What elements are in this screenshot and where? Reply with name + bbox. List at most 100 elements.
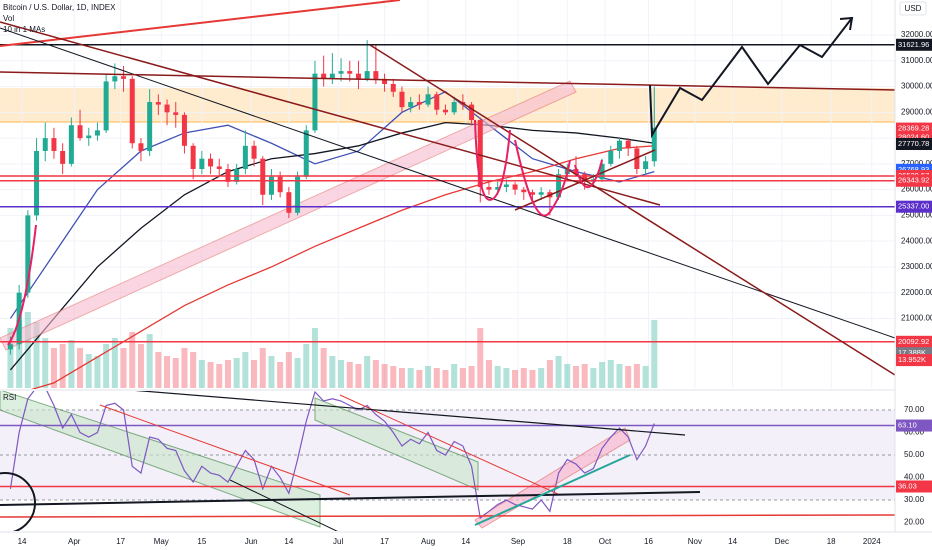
candle-body [129,78,135,144]
candle-body [7,344,13,350]
x-tick-label: 17 [116,537,125,546]
price-tag [896,38,932,51]
price-tag-label: 28024.60 [898,132,929,141]
volume-bar [59,344,66,388]
volume-bar [190,352,197,388]
candle-body [303,130,309,177]
currency-box[interactable] [899,1,927,16]
volume-bar [451,364,458,388]
x-tick-label: 14 [461,537,470,546]
volume-bar [529,370,536,388]
volume-bar [94,356,101,388]
rsi-tick-label: 40.00 [904,473,925,482]
moving-average [30,145,655,389]
ma-legend: 10 in 1 MAs [3,25,45,34]
x-tick-label: 15 [197,537,206,546]
candle-body [286,192,292,213]
volume-bar [625,366,632,388]
candle-body [434,94,440,110]
pattern-curve [7,119,603,346]
price-tag-label: 25337.00 [898,202,929,211]
candle-body [112,76,118,82]
candle-body [573,169,579,175]
volume-bar [546,360,553,388]
volume-bar [268,356,275,388]
volume-bar [407,368,414,388]
candle-body [347,71,353,74]
y-tick-label: 32000.00 [901,30,932,39]
x-tick-label: Apr [68,537,81,546]
volume-bar [555,356,562,388]
x-tick-label: 18 [563,537,572,546]
trend-line [514,149,656,211]
x-tick-label: 17 [380,537,389,546]
candle-body [173,112,179,115]
rsi-tick-label: 50.00 [904,450,925,459]
volume-bar [581,364,588,388]
price-tag-label: 31621.96 [898,40,929,49]
candle-body [616,140,622,151]
candle-body [208,158,214,167]
volume-bar [129,332,136,388]
candle-body [34,150,40,216]
y-tick-label: 24000.00 [901,236,932,245]
volume-bar [651,320,658,388]
volume-bar [468,366,475,388]
price-tag-label: 13.952K [898,355,926,364]
price-tag [896,419,932,432]
volume-bar [303,344,310,388]
candle-body [199,158,205,170]
drawings [0,0,895,376]
highlight-circle [0,472,36,531]
x-tick-label: 18 [827,537,836,546]
currency[interactable]: USD [905,4,922,13]
trend-line [474,454,631,526]
candle-body [373,71,379,79]
volume-bar [251,360,258,388]
trend-line [0,491,701,506]
rsi-line [9,391,655,520]
volume-bar [564,364,571,388]
rsi-channel [474,427,631,529]
x-tick-label: Dec [775,537,789,546]
price-tag-label: 17.388K [898,348,926,357]
rsi-tick-label: 60.00 [904,428,925,437]
volume-bar [16,320,23,388]
volume-bar [224,360,231,388]
rsi-marks [0,391,895,520]
candle-body [416,102,422,105]
volume-bar [433,368,440,388]
volume-bar [364,356,371,388]
candle-body [51,138,57,151]
volume-bar [616,364,623,388]
x-tick-label: Jun [245,537,258,546]
rising-channel [0,80,577,351]
rsi-legend: RSI [3,393,16,402]
candle-body [651,127,657,162]
candle-body [529,192,535,195]
candle-body [312,73,318,131]
volume-bar [181,348,188,388]
candle-body [329,73,335,79]
x-tick-label: Jul [333,537,343,546]
x-tick-label: Oct [599,537,612,546]
x-tick-label: Nov [688,537,702,546]
candle-body [538,192,544,195]
candle-body [190,145,196,170]
price-tag-label: 36.03 [898,481,917,490]
y-tick-label: 27000.00 [901,159,932,168]
trend-line [369,44,895,376]
candle-body [608,150,614,164]
candle-body [355,73,361,79]
candle-body [364,71,370,79]
candle-body [625,140,631,149]
price-tag-label: 28369.28 [898,124,929,133]
candle-body [582,174,588,182]
trend-line [134,391,686,436]
volume-bar [459,368,466,388]
y-tick-label: 30000.00 [901,82,932,91]
candle-body [242,145,248,170]
volume-bar [320,348,327,388]
volume-bar [633,364,640,388]
volume-bar [329,356,336,388]
